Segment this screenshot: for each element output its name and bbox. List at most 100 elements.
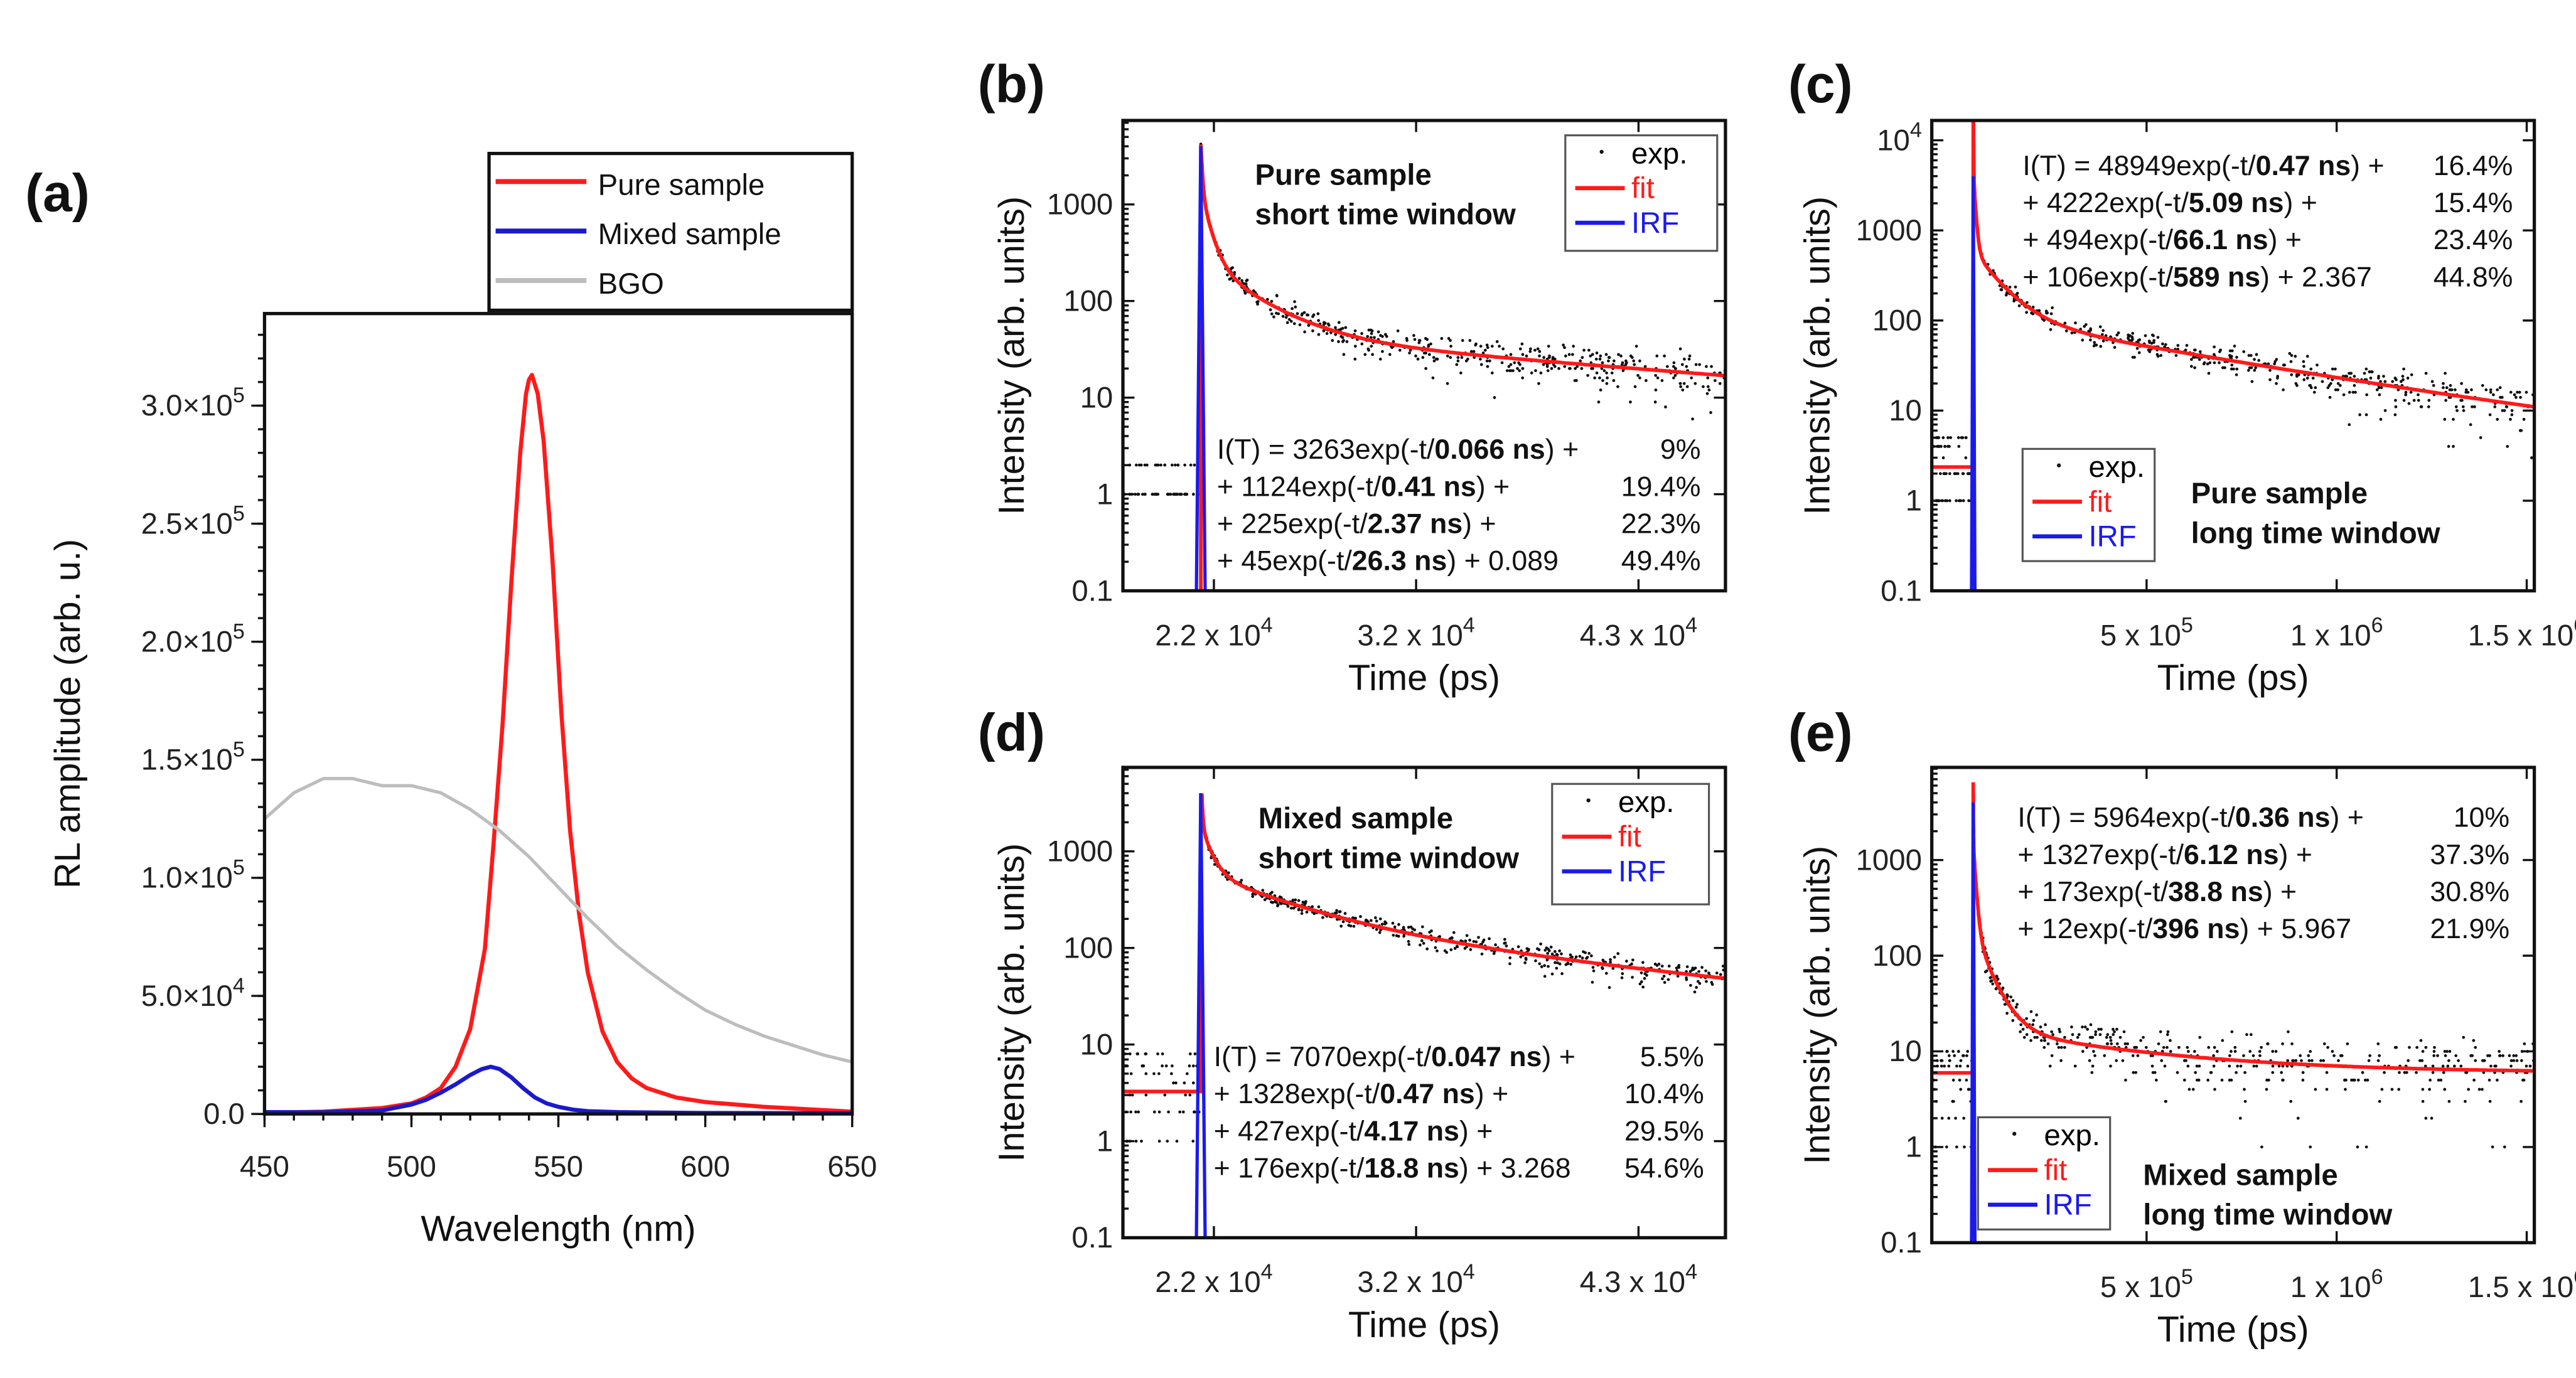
data-point	[2253, 358, 2256, 361]
panel-label: (e)	[1788, 703, 1853, 762]
tick-mantissa: 550	[534, 1150, 583, 1183]
y-tick-label: 10	[1080, 1028, 1114, 1061]
data-point	[1398, 348, 1402, 352]
data-point	[1167, 1110, 1170, 1114]
data-point	[2166, 1030, 2170, 1034]
data-point	[1983, 970, 1987, 974]
data-point	[1508, 956, 1512, 959]
data-point	[1505, 944, 1508, 948]
data-point	[1940, 1064, 1943, 1068]
data-point	[1617, 353, 1620, 356]
data-point	[2454, 405, 2458, 409]
data-point	[1995, 975, 1999, 978]
data-point	[1611, 966, 1615, 970]
data-point	[2469, 1054, 2472, 1057]
data-point	[1483, 348, 1487, 352]
data-point	[1580, 956, 1584, 960]
data-point	[2446, 1064, 2450, 1068]
data-point	[1630, 962, 1633, 966]
fit-equation-line: + 225exp(-t/2.37 ns) +	[1217, 508, 1496, 539]
x-tick-label: 650	[827, 1150, 877, 1183]
data-point	[1520, 342, 1524, 346]
data-point	[1953, 1054, 1956, 1057]
data-point	[1300, 313, 1304, 317]
data-point	[1343, 912, 1347, 916]
data-point	[1595, 351, 1599, 355]
data-point	[1966, 472, 1970, 476]
data-point	[2376, 1059, 2380, 1062]
data-point	[1555, 966, 1559, 970]
data-point	[2236, 1064, 2240, 1068]
component-percentage: 10.4%	[1624, 1079, 1704, 1109]
tick-mantissa: 600	[680, 1150, 730, 1183]
data-point	[1994, 987, 1998, 991]
tick-mantissa: 3.2 x 10	[1357, 619, 1462, 652]
data-point	[2427, 398, 2431, 402]
data-point	[2220, 1078, 2224, 1082]
data-point	[2063, 321, 2067, 325]
data-point	[2445, 1050, 2449, 1053]
data-point	[2235, 1071, 2238, 1074]
x-tick-label: 1 x 106	[2290, 613, 2383, 652]
y-tick-label: 1000	[1047, 835, 1113, 868]
data-point	[1937, 445, 1941, 448]
data-point	[2255, 353, 2258, 356]
data-point	[2071, 1033, 2074, 1037]
data-point	[1538, 962, 1542, 966]
data-point	[1501, 347, 1505, 351]
data-point	[2011, 1018, 2015, 1022]
data-point	[1431, 376, 1435, 380]
fit-equation-line: I(T) = 7070exp(-t/0.047 ns) +	[1214, 1042, 1575, 1072]
data-point	[2393, 377, 2397, 380]
data-point	[1553, 357, 1557, 361]
data-point	[2309, 367, 2313, 371]
data-point	[1424, 366, 1427, 370]
data-point	[2301, 1078, 2305, 1082]
data-point	[2213, 1087, 2216, 1091]
data-point	[1469, 350, 1473, 353]
data-point	[2452, 445, 2455, 448]
data-point	[2302, 378, 2306, 382]
data-point	[2415, 1045, 2418, 1049]
data-point	[2123, 1042, 2127, 1045]
data-point	[1279, 902, 1283, 905]
data-point	[1655, 354, 1659, 358]
data-point	[2404, 393, 2408, 397]
data-point	[2353, 375, 2356, 378]
data-point	[2089, 338, 2092, 342]
data-point	[1943, 445, 1947, 448]
data-point	[2448, 1050, 2452, 1053]
data-point	[1430, 929, 1433, 932]
data-point	[2131, 331, 2135, 335]
data-point	[1598, 376, 1601, 380]
data-point	[1233, 270, 1237, 274]
data-point	[2242, 350, 2246, 353]
data-point	[1707, 971, 1710, 975]
y-tick-label: 5.0×104	[141, 974, 245, 1013]
data-point	[2239, 1064, 2243, 1068]
data-point	[1369, 328, 1373, 332]
data-point	[2133, 1045, 2137, 1049]
y-tick-label: 1	[1097, 1124, 1113, 1158]
data-point	[2302, 360, 2305, 363]
data-point	[1486, 346, 1489, 350]
data-point	[1555, 953, 1559, 956]
data-point	[2186, 1045, 2189, 1049]
data-point	[1956, 472, 1960, 476]
data-point	[1956, 436, 1960, 439]
data-point	[1338, 910, 1341, 914]
data-point	[1269, 308, 1272, 312]
data-point	[1643, 976, 1646, 980]
data-point	[1562, 343, 1565, 347]
data-point	[1134, 1110, 1137, 1114]
data-point	[2019, 1030, 2022, 1034]
tick-mantissa: 1.5×10	[141, 744, 233, 777]
legend-label: IRF	[2089, 520, 2137, 553]
data-point	[1543, 948, 1547, 952]
x-tick-label: 500	[387, 1150, 436, 1183]
data-point	[2197, 1078, 2201, 1082]
data-point	[2015, 1003, 2019, 1006]
tick-mantissa: 0.1	[1881, 1226, 1922, 1259]
data-point	[2198, 358, 2201, 361]
